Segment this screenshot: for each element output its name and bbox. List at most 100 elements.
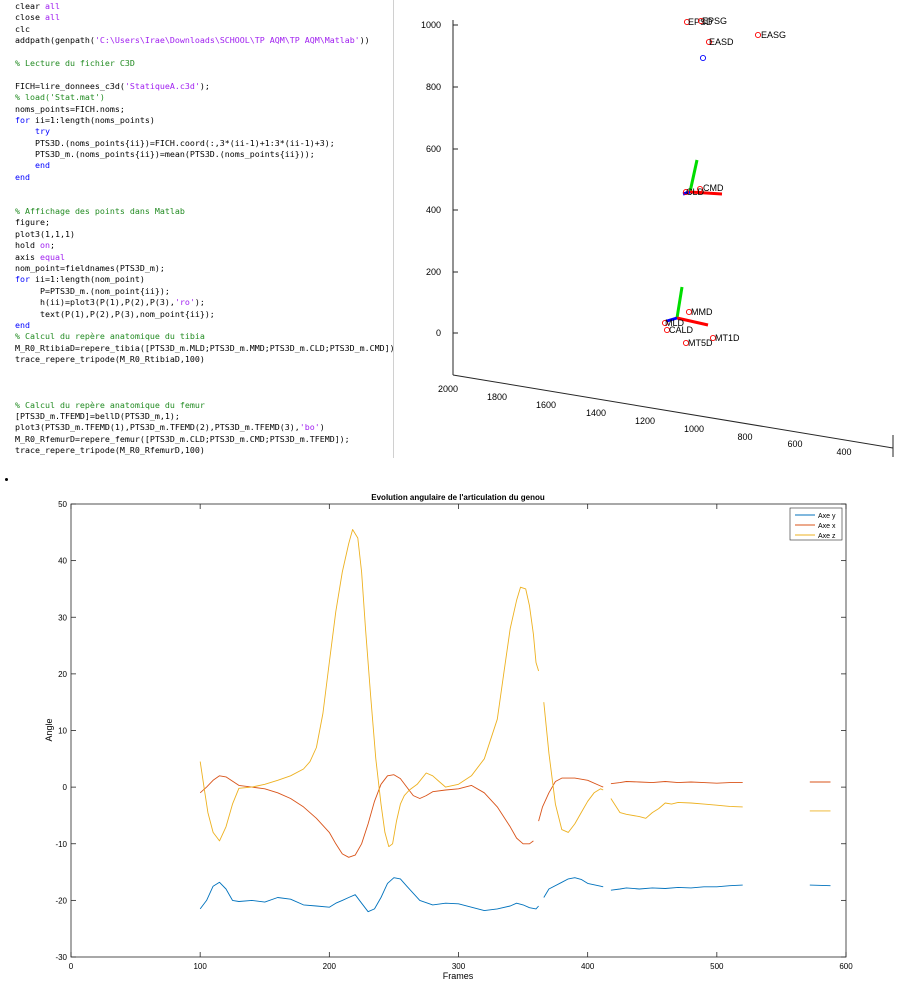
legend-label: Axe y xyxy=(818,513,836,520)
code-line[interactable]: FICH=lire_donnees_c3d('StatiqueA.c3d'); xyxy=(15,80,393,92)
code-token: 'bo' xyxy=(299,422,320,433)
tripode-lower-y-axis xyxy=(666,316,678,323)
code-line[interactable]: hold on; xyxy=(15,240,393,251)
plot-area xyxy=(70,503,847,958)
series-line xyxy=(199,877,539,913)
x-axis-ticks: 0 100 200 300 400 500 600 xyxy=(69,504,853,971)
code-token: FICH=lire_donnees_c3d( xyxy=(15,80,125,91)
marker-point xyxy=(705,38,713,46)
code-line[interactable]: % Lecture du fichier C3D xyxy=(15,57,393,69)
marker-label: EPSD xyxy=(688,17,713,27)
code-line[interactable]: M_R0_RfemurD=repere_femur([PTS3D_m.CLD;P… xyxy=(15,433,393,445)
code-line[interactable]: % Affichage des points dans Matlab xyxy=(15,206,393,217)
code-token: noms_points=FICH.noms; xyxy=(15,103,125,114)
code-line[interactable]: % load('Stat.mat') xyxy=(15,92,393,103)
code-token: % Calcul du repère anatomique du tibia xyxy=(15,331,205,342)
code-token: ); xyxy=(194,297,205,308)
legend-label: Axe z xyxy=(818,533,836,540)
code-line[interactable]: clear all xyxy=(15,1,393,12)
code-token: 'ro' xyxy=(174,297,195,308)
code-token: end xyxy=(15,319,30,330)
code-token: addpath(genpath( xyxy=(15,35,95,46)
code-line[interactable]: text(P(1),P(2),P(3),nom_point{ii}); xyxy=(15,308,393,320)
tripode-upper-x-axis xyxy=(689,190,723,196)
code-line[interactable]: noms_points=FICH.noms; xyxy=(15,103,393,115)
code-line[interactable]: end xyxy=(15,319,393,331)
y-tick-label: 50 xyxy=(58,500,67,509)
code-line[interactable]: h(ii)=plot3(P(1),P(2),P(3),'ro'); xyxy=(15,297,393,308)
x-tick-label: 1000 xyxy=(684,424,704,434)
code-line[interactable]: close all xyxy=(15,12,393,23)
code-token: clc xyxy=(15,23,30,34)
code-line[interactable]: axis equal xyxy=(15,251,393,263)
x-tick-label: 600 xyxy=(839,962,853,971)
code-line[interactable]: PTS3D.(noms_points{ii})=FICH.coord(:,3*(… xyxy=(15,138,393,149)
z-tick-label: 600 xyxy=(426,144,441,154)
code-line[interactable]: end xyxy=(15,172,393,183)
y-tick-label: -30 xyxy=(55,953,67,962)
code-line[interactable]: addpath(genpath('C:\Users\Irae\Downloads… xyxy=(15,35,393,46)
code-line[interactable]: clc xyxy=(15,23,393,35)
code-line[interactable]: try xyxy=(15,126,393,137)
series-line xyxy=(543,877,604,898)
code-lines: clear all close all clc addpath(genpath('C:… xyxy=(15,1,394,457)
code-token: all xyxy=(44,1,60,11)
code-line[interactable]: P=PTS3D_m.(nom_point{ii}); xyxy=(15,285,393,297)
code-line[interactable]: end xyxy=(15,160,393,171)
x-tick-label: 800 xyxy=(737,432,752,442)
x-tick-label: 500 xyxy=(710,962,724,971)
code-line[interactable]: nom_point=fieldnames(PTS3D_m); xyxy=(15,262,393,274)
z-tick-label: 0 xyxy=(436,328,441,338)
y-tick-label: 0 xyxy=(63,783,68,792)
z-tick-label: 1000 xyxy=(421,20,441,30)
code-token: % Lecture du fichier C3D xyxy=(15,57,135,68)
code-token: P=PTS3D_m.(nom_point{ii}); xyxy=(15,285,170,296)
series-line xyxy=(538,777,604,822)
code-line[interactable]: % Calcul du repère anatomique du tibia xyxy=(15,331,393,342)
code-line[interactable]: trace_repere_tripode(M_R0_RfemurD,100) xyxy=(15,445,393,456)
code-line[interactable]: M_R0_RtibiaD=repere_tibia([PTS3D_m.MLD;P… xyxy=(15,342,394,354)
code-editor[interactable]: clear all close all clc addpath(genpath('C:… xyxy=(0,0,394,458)
series-line xyxy=(610,781,743,785)
y-axis-ticks: -30 -20 -10 0 10 20 30 40 50 xyxy=(55,500,846,962)
code-token: % load('Stat.mat') xyxy=(15,92,105,103)
code-token: ii=1:length(noms_points) xyxy=(30,114,155,125)
code-line[interactable]: % Calcul du repère anatomique du femur xyxy=(15,400,393,411)
code-line[interactable]: for ii=1:length(nom_point) xyxy=(15,274,393,285)
marker-label: CALD xyxy=(669,325,694,335)
marker-label: EPSG xyxy=(702,16,727,26)
marker-label: MMD xyxy=(691,307,713,317)
code-line[interactable]: trace_repere_tripode(M_R0_RtibiaD,100) xyxy=(15,354,393,365)
code-line[interactable]: figure; xyxy=(15,217,393,228)
code-line[interactable]: PTS3D_m.(noms_points{ii})=mean(PTS3D.(no… xyxy=(15,149,393,160)
marker-label: CMD xyxy=(703,183,724,193)
code-token: M_R0_RfemurD=repere_femur([PTS3D_m.CLD;P… xyxy=(15,433,350,444)
code-token: M_R0_RtibiaD=repere_tibia([PTS3D_m.MLD;P… xyxy=(15,342,394,353)
code-token: % Affichage des points dans Matlab xyxy=(15,206,185,217)
marker-point xyxy=(754,31,762,39)
code-token: plot3(PTS3D_m.TFEMD(1),PTS3D_m.TFEMD(2),… xyxy=(15,422,300,433)
code-token: hold xyxy=(15,240,40,251)
code-token: axis xyxy=(15,251,40,262)
code-line[interactable]: for ii=1:length(noms_points) xyxy=(15,114,393,126)
z-tick-label: 400 xyxy=(426,205,441,215)
tripode-lower-z-axis xyxy=(675,286,684,319)
code-token: equal xyxy=(39,251,65,262)
marker-point xyxy=(682,339,690,347)
marker-label: CLD xyxy=(686,187,705,197)
code-line[interactable]: plot3(PTS3D_m.TFEMD(1),PTS3D_m.TFEMD(2),… xyxy=(15,422,393,433)
code-token: try xyxy=(34,126,50,137)
code-token: text(P(1),P(2),P(3),nom_point{ii}); xyxy=(15,308,215,319)
code-token: h(ii)=plot3(P(1),P(2),P(3), xyxy=(15,297,175,308)
code-token: 'C:\Users\Irae\Downloads\SCHOOL\TP AQM\T… xyxy=(94,35,360,46)
y-tick-label: 30 xyxy=(58,613,67,622)
series-line xyxy=(610,798,743,819)
code-token: trace_repere_tripode(M_R0_RtibiaD,100) xyxy=(15,354,205,365)
code-line[interactable]: [PTS3D_m.TFEMD]=bellD(PTS3D_m,1); xyxy=(15,411,393,422)
series-line xyxy=(199,774,534,858)
code-token: nom_point=fieldnames(PTS3D_m); xyxy=(15,262,165,273)
x-tick-label: 2000 xyxy=(438,384,458,394)
code-line[interactable]: plot3(1,1,1) xyxy=(15,229,393,240)
